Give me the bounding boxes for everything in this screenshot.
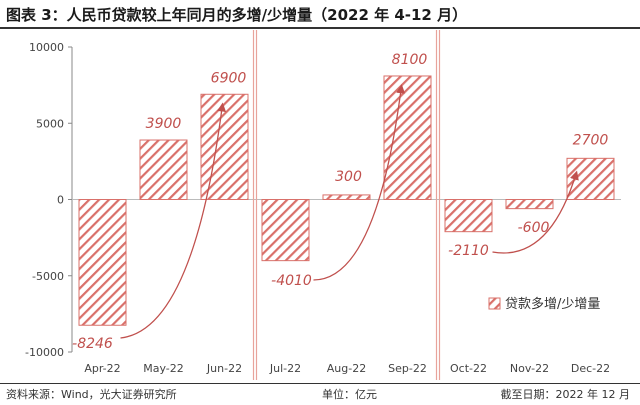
trend-arrow [120,102,227,339]
source-note: 资料来源：Wind，光大证券研究所 [6,388,177,401]
data-label-Apr-22: -8246 [72,336,113,352]
bar-chart: 10000 5000 0 -5000 -10000 Apr-22 May-22 Jun-22 J… [25,30,621,380]
y-tick-label: 0 [57,194,64,207]
x-tick-label: Aug-22 [327,362,366,375]
legend-label: 贷款多增/少增量 [505,296,600,312]
legend-swatch [488,297,501,310]
data-label-Jun-22: 6900 [211,70,247,86]
bar-Oct-22 [444,199,493,233]
legend: 贷款多增/少增量 [488,296,600,312]
trend-arrow [492,170,579,254]
x-tick-label: Dec-22 [571,362,610,375]
y-tick-label: -10000 [25,346,64,359]
y-tick-label: -5000 [32,270,64,283]
bar-Sep-22 [383,75,432,200]
x-tick-label: Nov-22 [510,362,549,375]
bar-Jun-22 [200,93,249,200]
trend-arrow [313,84,406,281]
bar-Nov-22 [505,199,554,210]
bar-Jul-22 [261,199,310,262]
x-tick-label: Oct-22 [450,362,487,375]
bar-May-22 [139,139,188,200]
chart-title: 图表 3：人民币贷款较上年同月的多增/少增量（2022 年 4-12 月） [6,6,468,24]
x-tick-label: Sep-22 [388,362,427,375]
x-tick-label: Apr-22 [84,362,120,375]
title-divider [0,27,640,29]
data-label-Sep-22: 8100 [392,52,428,68]
bar-Aug-22 [322,194,371,201]
y-tick-label: 10000 [29,41,64,54]
as-of-date: 截至日期：2022 年 12 月 [500,388,630,401]
x-tick-label: Jun-22 [206,362,242,375]
footer-divider [0,383,640,384]
data-label-Jul-22: -4010 [271,273,312,289]
data-label-Dec-22: 2700 [573,132,609,148]
data-label-Aug-22: 300 [335,169,362,185]
y-tick-label: 5000 [36,117,64,130]
data-label-Oct-22: -2110 [448,243,489,259]
data-label-May-22: 3900 [146,116,182,132]
unit-note: 单位：亿元 [322,388,377,401]
data-label-Nov-22: -600 [518,220,550,236]
x-tick-label: Jul-22 [269,362,301,375]
x-tick-label: May-22 [143,362,184,375]
bar-Apr-22 [78,199,127,326]
